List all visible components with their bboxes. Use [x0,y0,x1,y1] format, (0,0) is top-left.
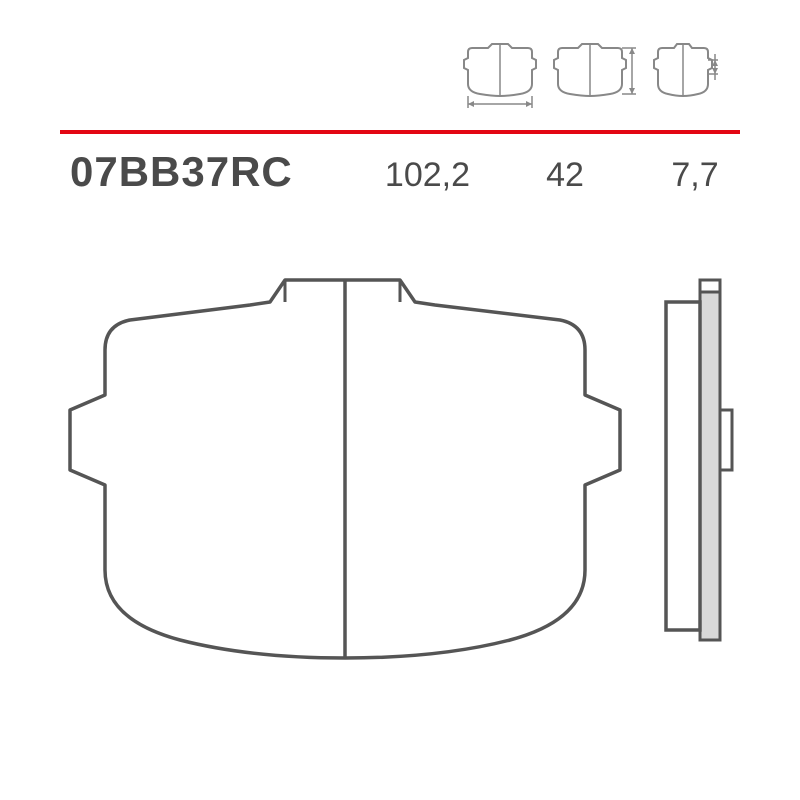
width-value: 102,2 [385,156,470,195]
spec-row: 07BB37RC 102,2 42 7,7 [70,148,730,196]
thickness-value: 7,7 [660,156,730,195]
height-value: 42 [530,156,600,195]
thickness-dimension-icon [650,40,720,112]
brake-pad-side-view [666,280,732,640]
technical-diagram [60,260,740,740]
height-dimension-icon [550,40,640,112]
brake-pad-front-view [70,280,620,658]
accent-divider [60,130,740,134]
width-dimension-icon [460,40,540,112]
dimension-icons-row [460,40,720,112]
part-number: 07BB37RC [70,148,385,196]
